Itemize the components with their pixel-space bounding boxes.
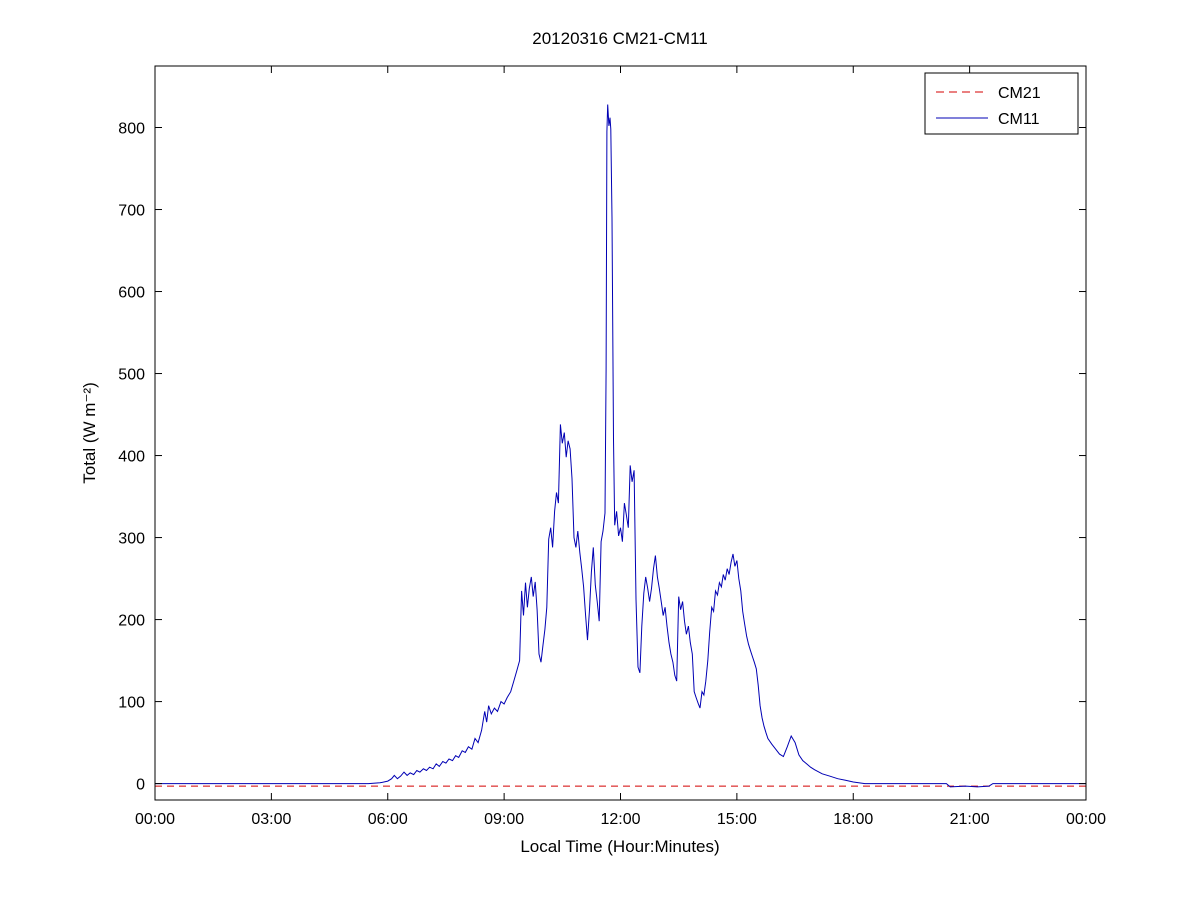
legend: CM21 CM11: [924, 72, 1079, 135]
chart-title: 20120316 CM21-CM11: [532, 29, 707, 48]
y-tick-label: 0: [136, 777, 145, 794]
x-tick-label: 18:00: [833, 811, 873, 828]
y-tick-label: 300: [118, 531, 145, 548]
y-tick-label: 700: [118, 203, 145, 220]
x-tick-label: 21:00: [950, 811, 990, 828]
x-tick-label: 03:00: [251, 811, 291, 828]
series-cm11: [155, 104, 1086, 788]
x-tick-label: 12:00: [600, 811, 640, 828]
legend-box: [924, 72, 1079, 135]
y-tick-label: 600: [118, 285, 145, 302]
y-tick-label: 200: [118, 613, 145, 630]
x-axis-label: Local Time (Hour:Minutes): [520, 837, 719, 856]
series-layer: [155, 104, 1086, 788]
y-tick-label: 800: [118, 121, 145, 138]
axis-layer: 00:00 03:00 06:00 09:00 12:00 15:00 18:00 21:00…: [118, 66, 1106, 828]
x-tick-label: 00:00: [1066, 811, 1106, 828]
legend-label-cm21: CM21: [998, 85, 1041, 102]
x-tick-label: 06:00: [368, 811, 408, 828]
y-tick-label: 500: [118, 367, 145, 384]
plot-area-border: [154, 65, 1087, 801]
x-tick-label: 15:00: [717, 811, 757, 828]
y-tick-label: 400: [118, 449, 145, 466]
y-axis-label: Total (W m⁻²): [80, 382, 99, 484]
x-tick-label: 00:00: [135, 811, 175, 828]
y-tick-label: 100: [118, 695, 145, 712]
legend-label-cm11: CM11: [998, 111, 1040, 128]
x-tick-label: 09:00: [484, 811, 524, 828]
